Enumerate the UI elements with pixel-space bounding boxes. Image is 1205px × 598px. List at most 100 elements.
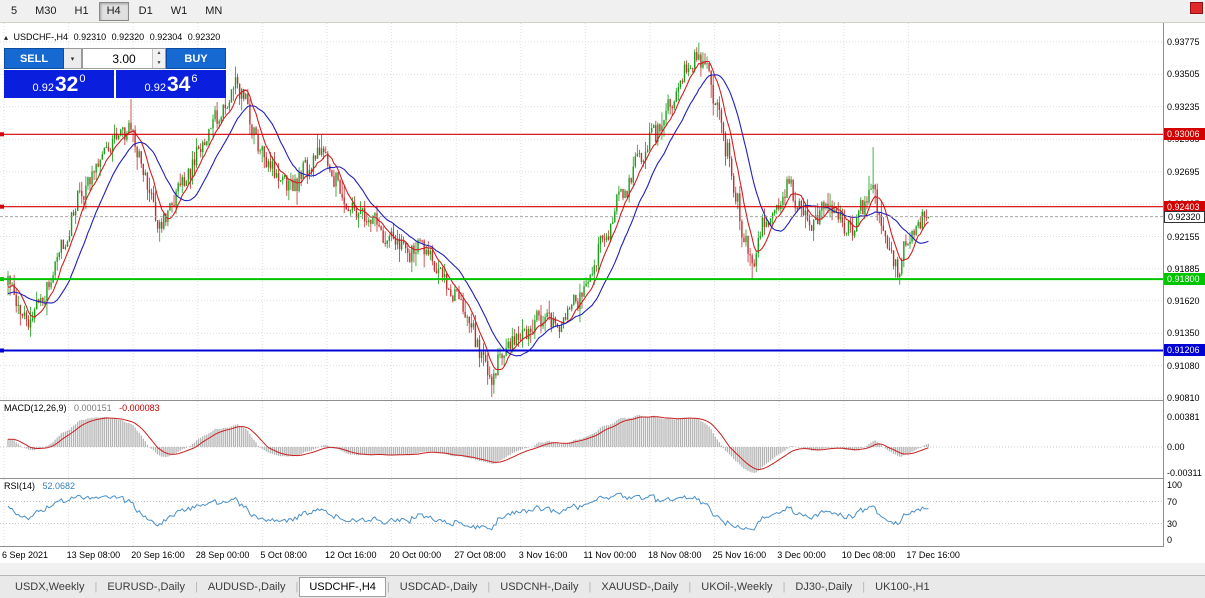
volume-dropdown[interactable]: ▾	[64, 48, 82, 69]
chart-tab-usdcnh-daily[interactable]: USDCNH-,Daily	[500, 581, 579, 593]
buy-price-prefix: 0.92	[144, 82, 166, 94]
macd-panel[interactable]: MACD(12,26,9) 0.000151 -0.000083	[0, 401, 1163, 478]
tab-separator: |	[862, 581, 866, 593]
price-chart-canvas[interactable]	[0, 23, 1163, 400]
timeframe-button-m30[interactable]: M30	[35, 4, 57, 17]
buy-quote-tile[interactable]: 0.92 34 6	[116, 70, 226, 98]
chart-tab-xauusd-daily[interactable]: XAUUSD-,Daily	[601, 581, 679, 593]
timeframe-button-mn[interactable]: MN	[205, 4, 223, 17]
price-level-badge: 0.91206	[1164, 344, 1205, 357]
tab-separator: |	[588, 581, 592, 593]
macd-signal-line	[7, 416, 929, 471]
timeframe-button-h1[interactable]: H1	[74, 4, 89, 17]
chart-tab-ukoil-weekly[interactable]: UKOil-,Weekly	[701, 581, 773, 593]
chart-tab-usdchf-h4[interactable]: USDCHF-,H4	[299, 577, 386, 597]
ma-slow-line	[7, 74, 929, 357]
tab-separator: |	[194, 581, 198, 593]
timeframe-button-d1[interactable]: D1	[138, 4, 153, 17]
macd-histogram	[7, 415, 930, 473]
ohlc-info-line: ▴ USDCHF-,H4 0.92310 0.92320 0.92304 0.9…	[4, 32, 223, 42]
panel-separator[interactable]	[0, 478, 1205, 479]
macd-axis-label: -0.00311	[1167, 468, 1202, 478]
timeframe-button-h4[interactable]: H4	[98, 1, 129, 21]
one-click-trading-panel: SELL ▾ 3.00 ▲ ▼ BUY 0.92 32 0	[4, 48, 226, 98]
rsi-line	[7, 492, 929, 531]
time-axis-label: 11 Nov 00:00	[583, 550, 637, 560]
rsi-panel[interactable]: RSI(14) 52.0682	[0, 479, 1163, 546]
time-axis-label: 28 Sep 00:00	[195, 550, 250, 560]
time-axis-label: 25 Nov 16:00	[712, 550, 767, 560]
time-axis-label: 27 Oct 08:00	[454, 550, 506, 560]
time-axis-label: 12 Oct 16:00	[325, 550, 377, 560]
open-value: 0.92310	[73, 32, 107, 42]
chart-tab-usdcad-daily[interactable]: USDCAD-,Daily	[399, 581, 478, 593]
timeframe-button-5[interactable]: 5	[11, 4, 18, 17]
time-axis-label: 18 Nov 08:00	[648, 550, 702, 560]
chevron-down-icon: ▾	[70, 55, 75, 63]
grid-vertical	[3, 479, 909, 546]
chart-tab-usdx-weekly[interactable]: USDX,Weekly	[15, 581, 85, 593]
tab-separator: |	[386, 581, 390, 593]
price-level-badge: 0.93006	[1164, 128, 1205, 141]
buy-button[interactable]: BUY	[166, 48, 226, 69]
candle-bodies-down	[9, 52, 928, 385]
rsi-axis-label: 0	[1167, 535, 1173, 545]
line-anchor-marker	[0, 132, 4, 137]
chart-tab-uk100-h1[interactable]: UK100-,H1	[875, 581, 930, 593]
price-level-badge: 0.91800	[1164, 273, 1205, 286]
rsi-canvas[interactable]	[0, 479, 1163, 546]
rsi-axis-label: 70	[1167, 496, 1178, 507]
chart-tab-audusd-daily[interactable]: AUDUSD-,Daily	[207, 581, 286, 593]
ma-fast-line	[8, 60, 929, 371]
timeframe-button-w1[interactable]: W1	[170, 4, 188, 17]
chart-tabs-bar: USDX,Weekly | EURUSD-,Daily | AUDUSD-,Daily |…	[0, 575, 1205, 598]
sell-quote-tile[interactable]: 0.92 32 0	[4, 70, 114, 98]
spinner-down-icon[interactable]: ▼	[153, 58, 165, 68]
line-anchor-marker	[0, 204, 4, 209]
time-axis-label: 3 Dec 00:00	[777, 550, 826, 560]
low-value: 0.92304	[149, 32, 183, 42]
buy-price-pipette: 6	[191, 73, 198, 85]
chart-tab-eurusd-daily[interactable]: EURUSD-,Daily	[107, 581, 185, 593]
sell-price-pipette: 0	[79, 73, 86, 85]
panel-separator[interactable]	[0, 400, 1205, 401]
tab-separator: |	[782, 581, 786, 593]
timeframe-toolbar: 5 M30 H1 H4 D1 W1 MN	[0, 0, 1205, 23]
price-axis-label: 0.92155	[1167, 231, 1200, 242]
timeframe-buttons: 5 M30 H1 H4 D1 W1 MN	[0, 0, 231, 22]
macd-title: MACD(12,26,9)	[4, 403, 67, 413]
rsi-label: RSI(14) 52.0682	[4, 481, 75, 491]
tab-separator: |	[487, 581, 491, 593]
chart-tab-dj30-daily[interactable]: DJ30-,Daily	[795, 581, 853, 593]
high-value: 0.92320	[111, 32, 145, 42]
rsi-title: RSI(14)	[4, 481, 36, 491]
buy-price-big: 34	[166, 73, 191, 96]
price-axis-label: 0.92695	[1167, 166, 1200, 177]
line-anchor-marker	[0, 277, 4, 282]
chart-shift-marker-icon: ▴	[4, 33, 9, 42]
volume-spinner[interactable]: ▲ ▼	[152, 49, 165, 68]
sell-price-big: 32	[54, 73, 79, 96]
tab-separator: |	[94, 581, 98, 593]
sell-button[interactable]: SELL	[4, 48, 64, 69]
macd-signal-value: -0.000083	[119, 403, 160, 413]
rsi-level-lines	[0, 501, 1163, 524]
price-axis-label: 0.91885	[1167, 263, 1200, 274]
volume-input[interactable]: 3.00 ▲ ▼	[82, 48, 166, 69]
rsi-value: 52.0682	[42, 481, 76, 491]
spinner-up-icon[interactable]: ▲	[153, 49, 165, 59]
macd-label: MACD(12,26,9) 0.000151 -0.000083	[4, 403, 160, 413]
price-chart-panel[interactable]: ▴ USDCHF-,H4 0.92310 0.92320 0.92304 0.9…	[0, 23, 1163, 400]
price-axis: 0.937750.935050.932350.929650.926950.924…	[1164, 23, 1205, 547]
price-axis-label: 0.91080	[1167, 360, 1200, 371]
trade-controls-row: SELL ▾ 3.00 ▲ ▼ BUY	[4, 48, 226, 69]
price-axis-label: 0.91620	[1167, 295, 1200, 306]
macd-axis-label: 0.00	[1167, 442, 1185, 452]
price-axis-label: 0.90810	[1167, 393, 1200, 403]
red-toolbar-icon[interactable]	[1190, 2, 1203, 14]
price-axis-label: 0.93775	[1167, 37, 1200, 47]
macd-canvas[interactable]	[0, 401, 1163, 478]
price-axis-label: 0.93235	[1167, 101, 1200, 112]
tab-separator: |	[688, 581, 692, 593]
